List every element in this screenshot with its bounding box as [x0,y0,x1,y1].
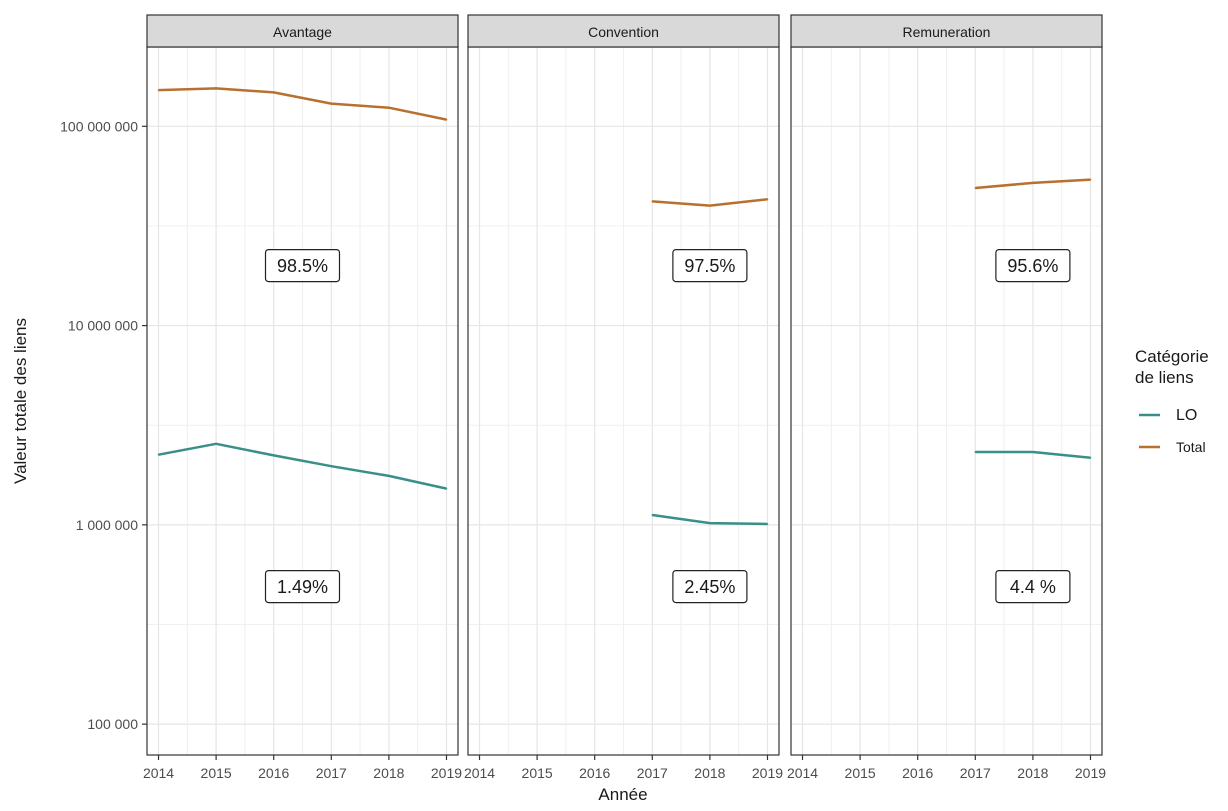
facet-strip-label: Convention [588,24,659,40]
data-point-total [330,102,333,105]
data-point-total [1089,178,1092,181]
share-label: 4.4 % [1010,577,1056,597]
data-point-total [445,118,448,121]
legend-label-total: Total [1176,439,1206,455]
x-tick-label: 2015 [522,765,553,781]
data-point-lo [445,487,448,490]
facet-panel-convention: 97.5% 2.45% Convention 2014 2015 2016 2017 2018… [464,14,783,781]
data-point-total [215,87,217,90]
x-tick-label: 2016 [579,765,610,781]
data-point-lo [651,514,654,516]
facet-strip-label: Avantage [273,24,332,40]
data-point-total [709,204,711,207]
series-line-lo [158,442,447,490]
data-point-lo [974,451,977,453]
share-label: 97.5% [684,256,735,276]
x-tick-label: 2019 [752,765,783,781]
share-label-box [672,569,748,604]
share-label: 98.5% [277,256,328,276]
data-point-total [272,91,275,94]
facet-strip [790,14,1103,48]
x-tick-label: 2017 [637,765,668,781]
x-tick-label: 2014 [464,765,495,781]
series-line-total [158,87,447,121]
x-tick-label: 2016 [902,765,933,781]
x-tick-label: 2015 [845,765,876,781]
facet-strip [146,14,459,48]
y-tick-label: 10 000 000 [68,318,138,334]
data-point-lo [766,523,769,525]
x-tick-label: 2014 [787,765,818,781]
data-point-total [766,198,769,201]
facet-strip-label: Remuneration [903,24,991,40]
data-point-lo [272,454,275,457]
legend-title: de liens [1135,368,1194,387]
facet-panel-remuneration: 95.6% 4.4 % Remuneration 2014 2015 2016 2017 20… [787,14,1106,781]
data-point-lo [330,465,333,467]
x-tick-label: 2014 [143,765,174,781]
x-tick-label: 2018 [694,765,725,781]
data-point-total [157,89,160,91]
legend: Catégorie de liens LO Total [1135,347,1209,455]
data-point-total [651,200,654,203]
data-point-lo [1089,457,1092,459]
x-tick-label: 2017 [316,765,347,781]
share-label-box [264,248,341,283]
share-label-box [672,248,748,283]
x-tick-label: 2015 [201,765,232,781]
share-label: 2.45% [684,577,735,597]
facet-panel-avantage: 98.5% 1.49% Avantage 2014 2015 2016 2017 2018 20… [143,14,462,781]
data-point-lo [709,522,711,524]
x-tick-label: 2017 [960,765,991,781]
data-point-lo [388,475,390,477]
x-tick-label: 2018 [373,765,404,781]
data-point-total [388,106,390,109]
share-label: 1.49% [277,577,328,597]
y-axis-title: Valeur totale des liens [11,318,30,484]
facet-strip [467,14,780,48]
legend-label-lo: LO [1176,407,1197,424]
x-tick-label: 2018 [1017,765,1048,781]
y-tick-label: 1 000 000 [76,517,138,533]
data-point-total [1032,182,1034,184]
share-label-box [995,248,1071,283]
data-point-lo [1032,451,1034,453]
legend-title: Catégorie [1135,347,1209,366]
data-point-lo [215,443,217,445]
share-label-box [264,569,341,604]
data-point-lo [157,453,160,456]
x-tick-label: 2016 [258,765,289,781]
x-axis-title: Année [598,785,647,804]
x-tick-label: 2019 [431,765,462,781]
share-label: 95.6% [1007,256,1058,276]
share-label-box [995,569,1071,604]
data-point-total [974,187,977,189]
y-tick-label: 100 000 [87,716,138,732]
x-tick-label: 2019 [1075,765,1106,781]
y-tick-label: 100 000 000 [60,118,138,134]
